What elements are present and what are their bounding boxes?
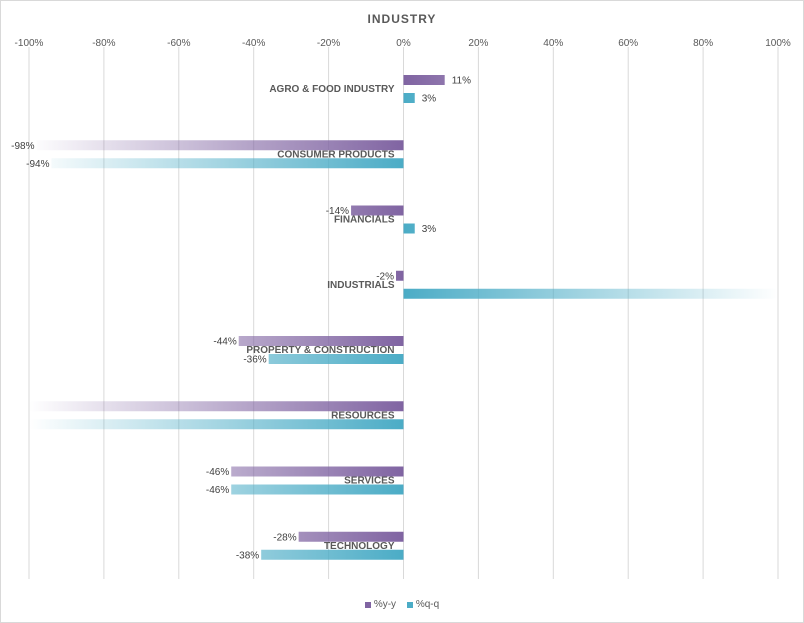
category-label: TECHNOLOGY <box>324 541 395 552</box>
x-tick-label: 40% <box>543 38 563 49</box>
data-label: -28% <box>273 532 296 543</box>
legend-swatch-yy <box>364 601 371 608</box>
legend-label-qq: %q-q <box>415 599 440 610</box>
bar <box>396 270 404 281</box>
bar <box>238 336 404 346</box>
data-label: -46% <box>206 485 229 496</box>
data-label: -44% <box>213 337 236 348</box>
bar <box>403 288 778 299</box>
x-tick-label: -80% <box>92 38 115 49</box>
bar <box>351 205 404 216</box>
x-tick-label: 100% <box>765 38 791 49</box>
bar <box>29 419 404 430</box>
x-tick-label: 80% <box>693 38 713 49</box>
category-label: SERVICES <box>344 476 395 487</box>
x-tick-label: -100% <box>15 38 44 49</box>
data-label: -2% <box>376 271 394 282</box>
bar <box>29 401 404 412</box>
legend: %y-y %q-q <box>1 599 803 611</box>
data-label: 3% <box>422 94 437 105</box>
x-tick-label: -20% <box>317 38 340 49</box>
legend-item-qq[interactable]: %q-q <box>406 599 440 610</box>
data-label: -38% <box>236 550 259 561</box>
bar <box>231 466 404 477</box>
bar <box>403 223 415 234</box>
x-tick-label: 20% <box>468 38 488 49</box>
chart-title: INDUSTRY <box>367 12 437 26</box>
category-label: PROPERTY & CONSTRUCTION <box>246 345 394 356</box>
x-tick-label: -60% <box>167 38 190 49</box>
data-label: 3% <box>422 224 437 235</box>
category-label: CONSUMER PRODUCTS <box>277 149 395 160</box>
category-label: RESOURCES <box>331 410 395 421</box>
bar <box>403 75 445 85</box>
x-tick-label: 60% <box>618 38 638 49</box>
category-label: INDUSTRIALS <box>327 280 395 291</box>
bar <box>268 354 404 364</box>
data-label: -14% <box>326 206 349 217</box>
category-label: FINANCIALS <box>334 215 395 226</box>
bar <box>298 531 404 542</box>
legend-swatch-qq <box>406 601 413 608</box>
data-label: -98% <box>11 141 34 152</box>
bar <box>51 158 404 169</box>
bar <box>231 484 404 495</box>
data-label: 11% <box>452 76 471 87</box>
legend-label-yy: %y-y <box>373 599 397 610</box>
category-label: AGRO & FOOD INDUSTRY <box>269 84 395 95</box>
x-tick-label: 0% <box>396 38 411 49</box>
legend-item-yy[interactable]: %y-y <box>364 599 397 610</box>
bar <box>36 140 404 151</box>
bar <box>403 93 415 103</box>
data-label: -46% <box>206 467 229 478</box>
data-label: -94% <box>26 159 49 170</box>
x-tick-label: -40% <box>242 38 265 49</box>
bar <box>261 549 404 560</box>
data-label: -36% <box>243 355 266 366</box>
